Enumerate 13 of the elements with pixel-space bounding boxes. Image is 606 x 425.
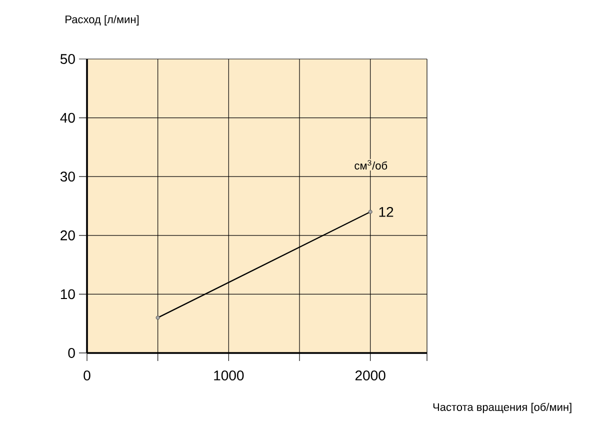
y-tick-label: 30: [60, 172, 75, 182]
x-tick-label: 1000: [214, 370, 244, 380]
y-tick-label: 50: [60, 54, 75, 64]
y-axis-title: Расход [л/мин]: [66, 15, 139, 26]
annotation: см$^{3}$/об: [354, 160, 388, 170]
y-tick-label: 0: [68, 348, 75, 358]
x-tick-label: 2000: [355, 370, 386, 380]
y-tick-label: 10: [60, 289, 75, 300]
y-tick-label: 20: [60, 230, 75, 240]
series-label: 12: [379, 206, 394, 217]
x-tick-label: 0: [84, 370, 90, 380]
y-tick-label: 40: [60, 112, 75, 123]
x-axis-title: Частота вращения [об/мин]: [433, 402, 572, 414]
